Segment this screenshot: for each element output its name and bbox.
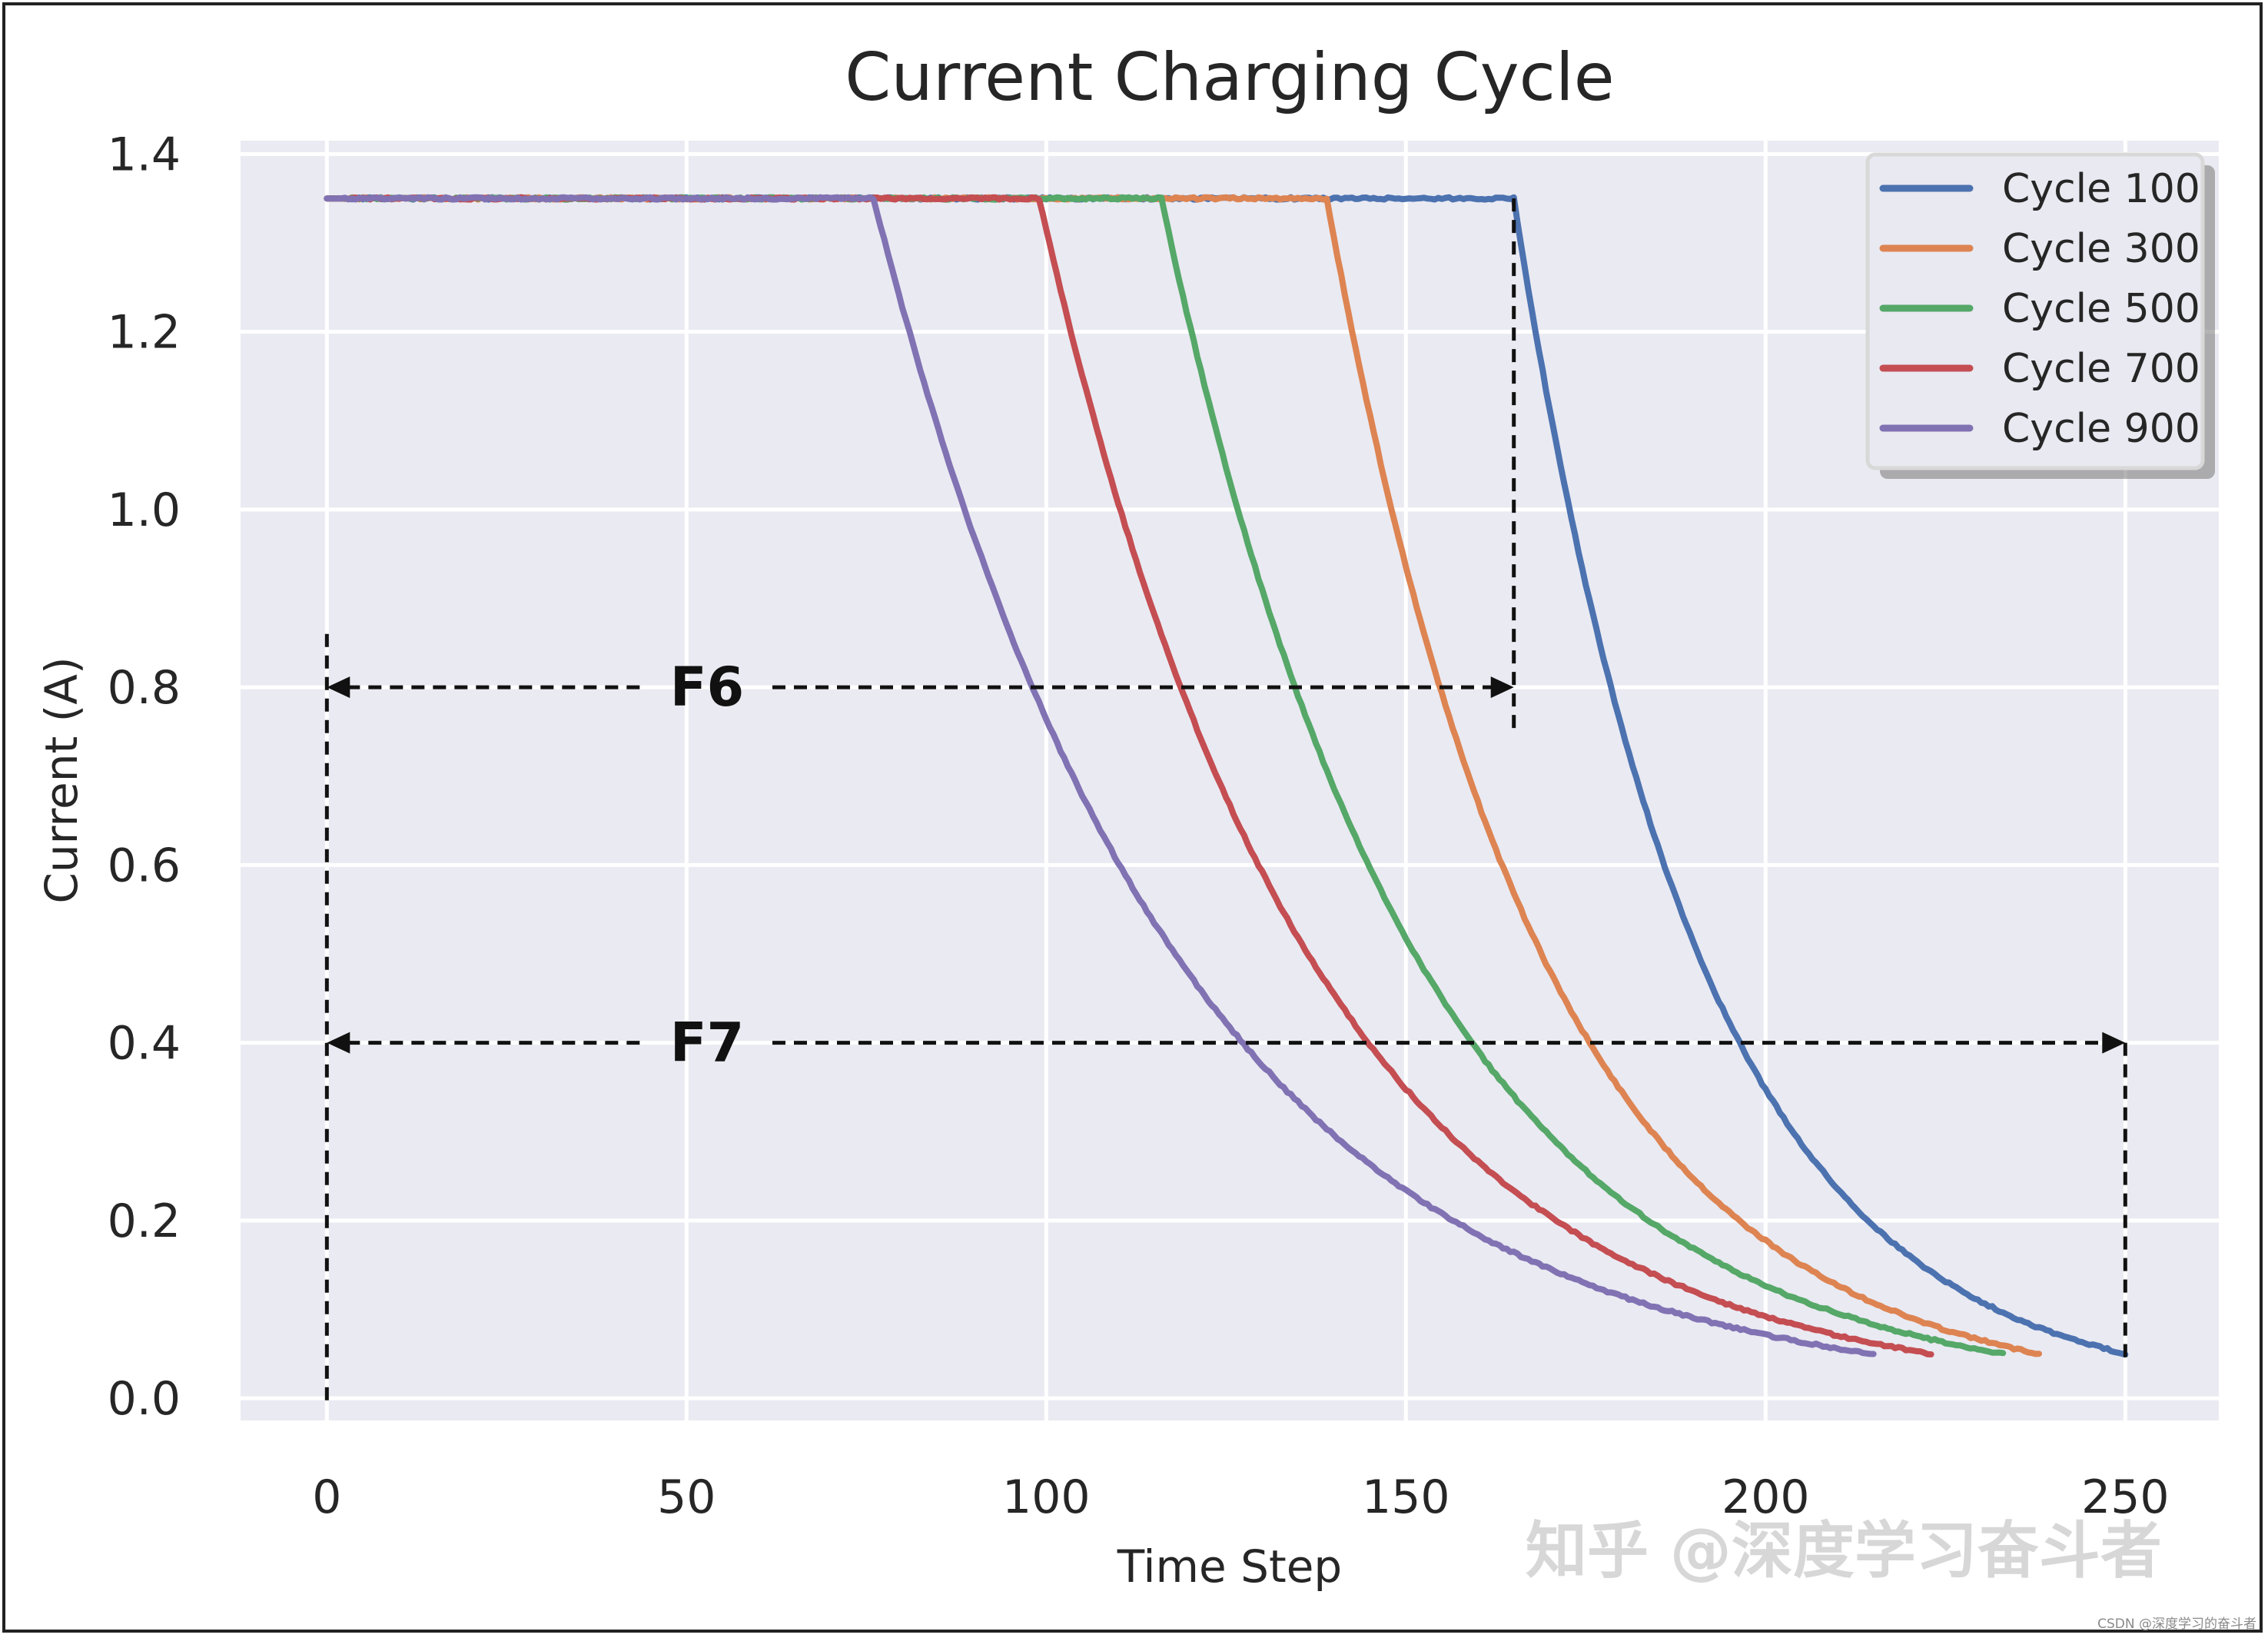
legend-label: Cycle 500 <box>2002 286 2200 332</box>
legend-box <box>1865 152 2205 470</box>
x-tick-label: 150 <box>1362 1470 1450 1524</box>
annotation-label-f6: F6 <box>670 656 745 719</box>
chart-title: Current Charging Cycle <box>845 39 1614 116</box>
annotations: F6 F7 <box>324 198 2127 1401</box>
annotation-arrow-right-f7 <box>2102 1032 2126 1054</box>
annotation-arrow-left-f7 <box>327 1032 350 1054</box>
tick-labels: 0 50 100 150 200 250 0.0 0.2 0.4 0.6 0.8 1.0 1.2 1.4 <box>108 128 2170 1524</box>
annotation-label-f7: F7 <box>670 1012 745 1075</box>
y-tick-label: 0.8 <box>108 661 181 715</box>
series-line-cycle-900 <box>324 194 1877 1357</box>
annotation-arrow-left-f6 <box>327 676 350 699</box>
series-lines <box>324 194 2129 1358</box>
watermark-main: 知乎 @深度学习奋斗者 <box>1526 1515 2162 1587</box>
x-tick-label: 50 <box>657 1470 716 1524</box>
x-tick-label: 0 <box>312 1470 341 1524</box>
y-tick-label: 0.4 <box>108 1017 181 1071</box>
legend-label: Cycle 900 <box>2002 406 2200 452</box>
watermark-small: CSDN @深度学习的奋斗者 <box>2097 1616 2256 1632</box>
legend: Cycle 100 Cycle 300 Cycle 500 Cycle 700 Cycl… <box>1865 152 2215 479</box>
legend-label: Cycle 300 <box>2002 226 2200 272</box>
y-axis-label: Current (A) <box>35 656 88 903</box>
legend-label: Cycle 100 <box>2002 166 2200 212</box>
x-tick-label: 100 <box>1002 1470 1091 1524</box>
y-tick-label: 0.6 <box>108 839 181 892</box>
y-tick-label: 0.0 <box>108 1372 181 1426</box>
y-tick-label: 0.2 <box>108 1194 181 1248</box>
y-tick-label: 1.0 <box>108 483 181 537</box>
x-tick-label: 250 <box>2081 1470 2170 1524</box>
y-tick-label: 1.4 <box>108 128 181 181</box>
annotation-arrow-right-f6 <box>1490 676 1514 699</box>
legend-label: Cycle 700 <box>2002 346 2200 392</box>
y-tick-label: 1.2 <box>108 306 181 360</box>
x-tick-label: 200 <box>1722 1470 1810 1524</box>
x-axis-label: Time Step <box>1117 1540 1342 1593</box>
